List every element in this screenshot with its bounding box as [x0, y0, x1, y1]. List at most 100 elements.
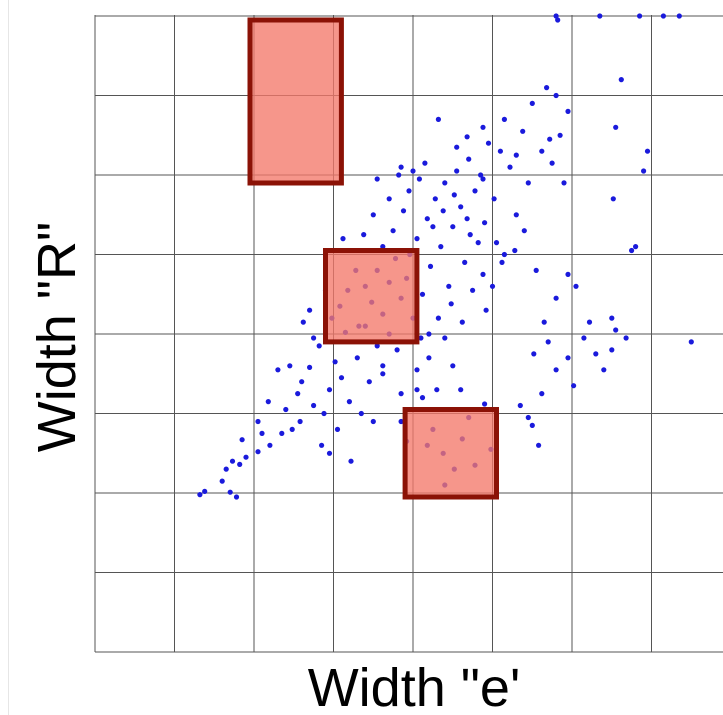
data-point — [414, 367, 420, 373]
data-point — [380, 363, 386, 369]
data-point — [613, 327, 619, 333]
data-point — [593, 351, 599, 357]
data-point — [319, 442, 325, 448]
data-point — [398, 164, 404, 170]
data-point — [454, 168, 460, 174]
data-point — [482, 401, 488, 407]
data-point — [366, 379, 372, 385]
data-point — [458, 387, 464, 393]
data-point — [480, 124, 486, 130]
data-point — [418, 335, 424, 341]
data-point — [283, 406, 289, 413]
data-point — [233, 494, 240, 500]
data-point — [227, 489, 233, 495]
data-point — [202, 488, 208, 494]
data-point — [472, 188, 478, 194]
data-point — [419, 395, 426, 401]
data-point — [520, 128, 526, 134]
data-point — [259, 430, 265, 436]
data-point — [633, 244, 639, 250]
data-point — [597, 13, 603, 19]
data-point — [601, 367, 607, 373]
data-point — [406, 188, 412, 194]
data-point — [482, 220, 488, 226]
data-point — [370, 418, 376, 425]
data-point — [297, 418, 303, 425]
data-point — [450, 224, 456, 230]
data-point — [229, 458, 236, 464]
data-point — [497, 148, 503, 154]
data-point — [467, 232, 473, 238]
data-point — [334, 426, 341, 432]
data-point — [255, 449, 261, 455]
data-point — [307, 307, 313, 313]
data-point — [489, 283, 496, 289]
x-axis-label: Width "e' — [308, 658, 521, 715]
data-point — [501, 116, 507, 122]
data-point — [265, 399, 271, 405]
data-point — [525, 414, 531, 421]
data-point — [466, 156, 472, 162]
data-point — [609, 315, 615, 321]
data-point — [300, 319, 306, 325]
data-point — [493, 240, 500, 246]
data-point — [513, 212, 519, 218]
data-point — [370, 212, 376, 218]
data-point — [478, 172, 484, 178]
highlight-rects — [247, 17, 500, 500]
y-axis-label: Width "R" — [27, 222, 87, 452]
data-point — [358, 410, 364, 417]
data-point — [549, 160, 555, 166]
data-point — [586, 319, 593, 325]
data-point — [450, 363, 456, 369]
data-point — [629, 247, 635, 254]
data-point — [547, 136, 553, 142]
data-point — [299, 379, 305, 385]
data-point — [644, 148, 651, 154]
data-point — [295, 391, 301, 397]
data-point — [219, 478, 225, 484]
data-point — [553, 367, 559, 373]
data-point — [289, 426, 295, 432]
data-point — [279, 430, 285, 436]
data-point — [557, 132, 563, 138]
data-point — [197, 492, 203, 498]
data-point — [435, 315, 441, 321]
data-point — [348, 458, 354, 464]
data-point — [374, 176, 380, 182]
data-point — [507, 164, 513, 170]
data-point — [448, 301, 454, 307]
data-point — [386, 196, 392, 202]
data-point — [676, 13, 682, 19]
data-point — [539, 391, 545, 397]
data-point — [427, 263, 434, 269]
data-point — [239, 437, 245, 443]
data-point — [434, 387, 440, 393]
data-point — [529, 422, 535, 428]
data-point — [374, 343, 380, 349]
data-point — [483, 307, 489, 313]
data-point — [442, 335, 448, 341]
data-point — [637, 13, 643, 19]
data-point — [545, 339, 551, 345]
data-point — [419, 291, 426, 297]
data-point — [458, 204, 464, 210]
data-point — [316, 343, 322, 349]
data-point — [517, 402, 523, 409]
highlight-lower-rect — [402, 407, 500, 500]
data-point — [307, 364, 313, 370]
data-point — [451, 192, 457, 198]
data-point — [380, 244, 386, 250]
data-point — [416, 176, 422, 182]
data-point — [536, 442, 542, 448]
data-point — [435, 116, 441, 122]
data-point — [398, 418, 404, 425]
data-point — [346, 399, 352, 405]
data-point — [539, 148, 545, 154]
data-point — [354, 355, 360, 361]
highlight-upper-rect — [247, 17, 344, 186]
data-point — [480, 271, 486, 277]
data-point — [553, 92, 559, 99]
data-point — [438, 244, 444, 250]
